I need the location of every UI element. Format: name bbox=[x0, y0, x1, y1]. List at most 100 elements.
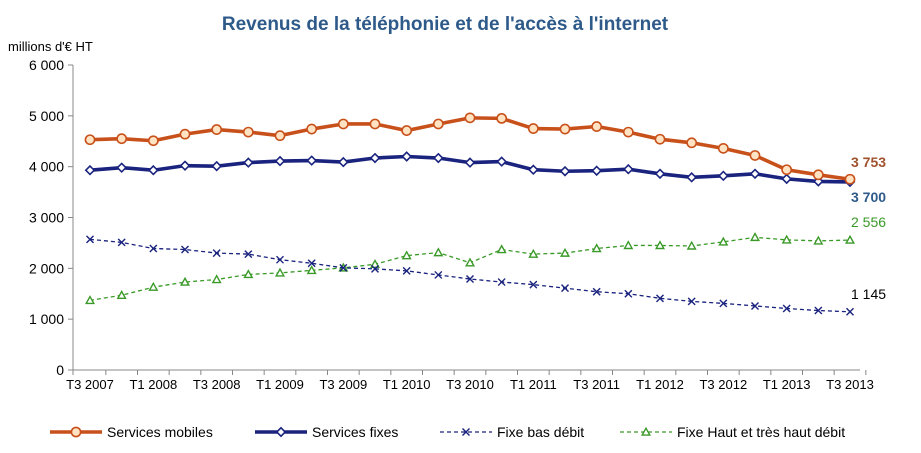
data-point bbox=[527, 123, 539, 134]
series-layer bbox=[84, 112, 856, 316]
data-point bbox=[243, 157, 254, 168]
data-point bbox=[181, 245, 189, 254]
data-point bbox=[116, 162, 127, 174]
data-point bbox=[434, 270, 443, 279]
marker-stroke bbox=[466, 275, 474, 284]
data-point bbox=[496, 156, 507, 167]
data-point bbox=[306, 265, 317, 275]
data-point bbox=[718, 170, 729, 182]
data-point bbox=[654, 133, 666, 145]
data-point bbox=[559, 123, 571, 135]
y-axis-unit-label: millions d'€ HT bbox=[8, 39, 93, 54]
x-tick-label: T3 2012 bbox=[699, 377, 747, 392]
data-point bbox=[654, 168, 666, 180]
data-point bbox=[337, 118, 349, 130]
data-point bbox=[274, 130, 286, 142]
data-point bbox=[276, 255, 284, 264]
x-tick-label: T3 2007 bbox=[66, 377, 114, 392]
y-tick-label: 3 000 bbox=[29, 210, 64, 226]
chart-legend: Services mobiles Services fixes Fixe bas d… bbox=[50, 424, 845, 440]
data-point bbox=[844, 173, 856, 185]
data-point bbox=[116, 133, 128, 145]
marker-stroke bbox=[592, 287, 601, 296]
data-point bbox=[529, 280, 538, 289]
data-point bbox=[591, 243, 602, 253]
data-point bbox=[242, 126, 254, 138]
legend-swatch-marker bbox=[70, 426, 82, 438]
series-line bbox=[89, 236, 851, 302]
data-point bbox=[686, 137, 698, 149]
legend-item: Services fixes bbox=[255, 424, 398, 440]
data-point bbox=[84, 134, 96, 146]
series-services-fixes bbox=[84, 151, 856, 188]
data-point bbox=[782, 304, 791, 313]
marker-stroke bbox=[181, 245, 189, 254]
data-point bbox=[622, 126, 634, 138]
data-point bbox=[464, 112, 476, 124]
end-value-label: 1 145 bbox=[851, 286, 886, 302]
data-point bbox=[243, 269, 254, 279]
data-point bbox=[86, 235, 94, 244]
data-point bbox=[307, 259, 316, 268]
data-point bbox=[401, 151, 412, 162]
data-point bbox=[149, 244, 158, 253]
y-tick-label: 0 bbox=[56, 362, 64, 378]
data-point bbox=[687, 297, 696, 306]
marker-stroke bbox=[846, 307, 854, 316]
data-point bbox=[85, 295, 95, 305]
legend-item: Services mobiles bbox=[50, 424, 213, 440]
legend-item: Fixe bas débit bbox=[440, 424, 584, 440]
data-point bbox=[749, 168, 761, 180]
data-point bbox=[813, 235, 824, 245]
x-tick-label: T3 2009 bbox=[319, 377, 367, 392]
legend-label: Fixe Haut et très haut débit bbox=[677, 424, 845, 440]
y-tick-label: 4 000 bbox=[29, 159, 64, 175]
data-point bbox=[147, 135, 159, 147]
data-point bbox=[717, 142, 729, 154]
data-point bbox=[402, 266, 411, 275]
data-point bbox=[211, 274, 222, 284]
legend-swatch-marker bbox=[641, 426, 651, 436]
legend-label: Services mobiles bbox=[107, 424, 213, 440]
series-fixe-bas-debit bbox=[86, 235, 854, 316]
marker-stroke bbox=[561, 284, 569, 293]
data-point bbox=[179, 128, 191, 140]
legend-swatch-marker bbox=[275, 426, 287, 438]
data-point bbox=[656, 294, 664, 303]
data-point bbox=[561, 284, 569, 293]
data-point bbox=[275, 267, 285, 277]
series-line bbox=[89, 116, 851, 182]
data-point bbox=[117, 238, 126, 247]
marker-stroke bbox=[687, 297, 696, 306]
data-point bbox=[812, 169, 824, 181]
data-point bbox=[623, 163, 634, 175]
data-point bbox=[464, 157, 476, 168]
series-line bbox=[89, 238, 851, 313]
y-tick-label: 5 000 bbox=[29, 108, 64, 124]
end-labels: 3 753 3 700 1 145 2 556 bbox=[851, 154, 886, 302]
data-point bbox=[401, 125, 413, 136]
data-point bbox=[244, 250, 253, 259]
data-point bbox=[781, 234, 792, 244]
y-tick-label: 2 000 bbox=[29, 260, 64, 276]
data-point bbox=[370, 259, 380, 269]
data-point bbox=[211, 160, 222, 172]
marker-stroke bbox=[371, 264, 379, 273]
marker-stroke bbox=[751, 301, 759, 310]
x-tick-label: T1 2013 bbox=[763, 377, 811, 392]
marker-stroke bbox=[497, 278, 506, 287]
data-point bbox=[686, 240, 697, 250]
data-point bbox=[465, 257, 475, 267]
data-point bbox=[591, 165, 602, 177]
marker-stroke bbox=[656, 294, 664, 303]
data-point bbox=[496, 244, 507, 254]
x-tick-label: T3 2010 bbox=[446, 377, 494, 392]
marker-stroke bbox=[117, 238, 126, 247]
data-point bbox=[148, 281, 159, 291]
data-point bbox=[433, 152, 444, 164]
data-point bbox=[369, 118, 381, 130]
y-tick-labels: 0 1 000 2 000 3 000 4 000 5 000 6 000 bbox=[29, 57, 64, 378]
legend-label: Services fixes bbox=[312, 424, 398, 440]
data-point bbox=[528, 164, 539, 176]
data-point bbox=[433, 247, 444, 257]
